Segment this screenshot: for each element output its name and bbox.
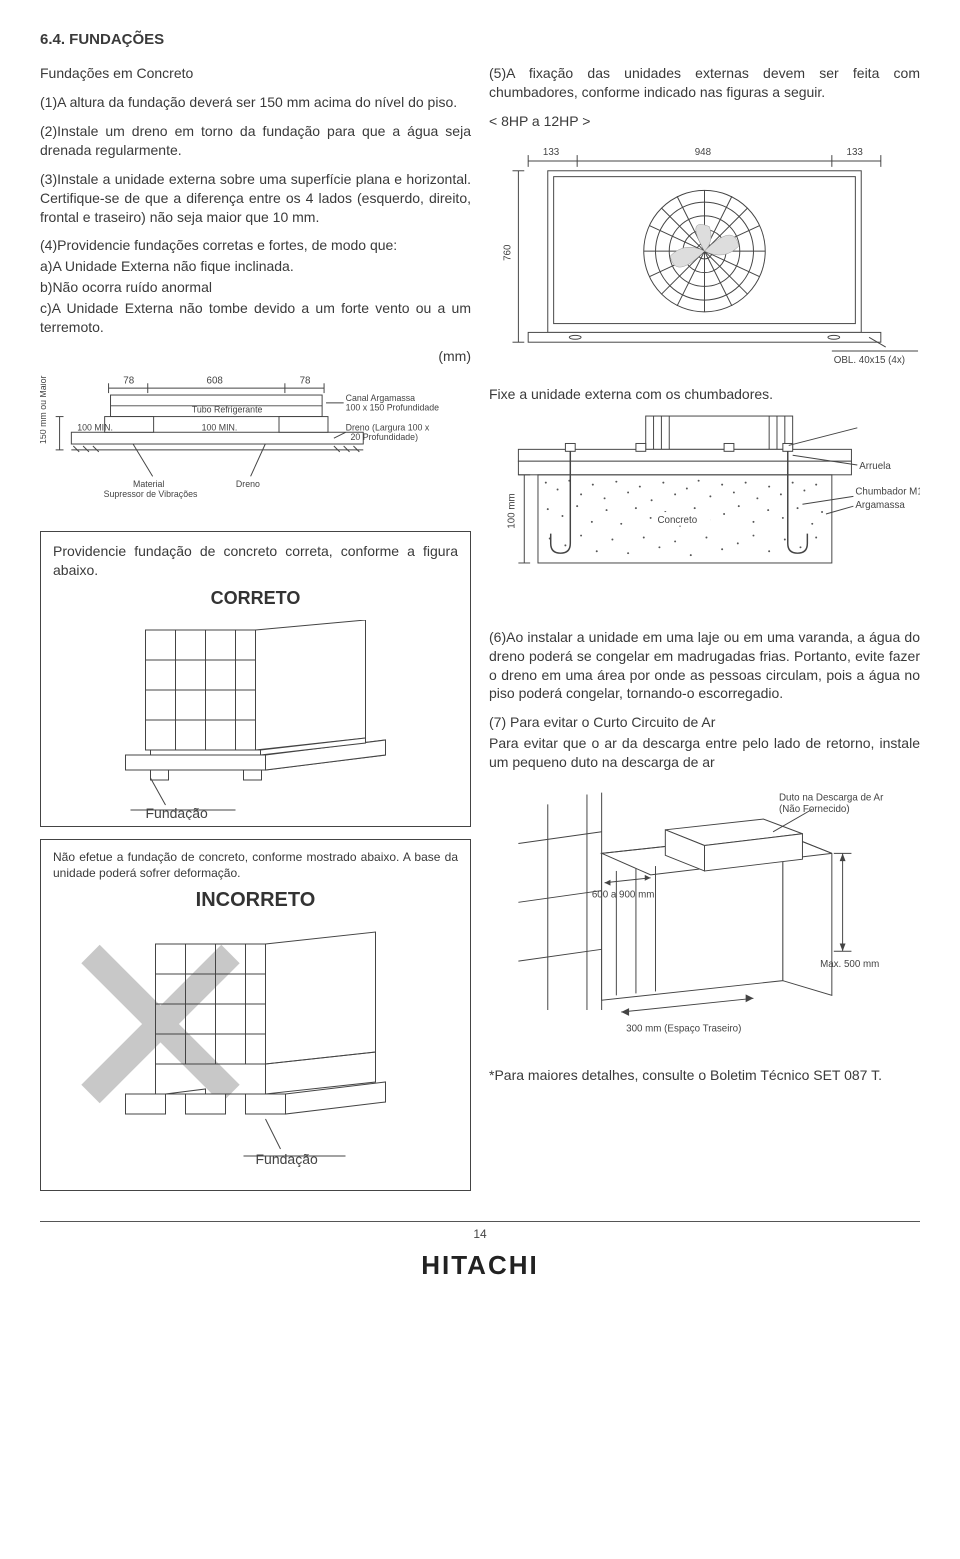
- page-footer: 14 HITACHI: [40, 1221, 920, 1283]
- correct-figure: Fundação: [53, 620, 458, 820]
- dim-760: 760: [503, 244, 514, 261]
- label-fundacao-2: Fundação: [256, 1151, 318, 1167]
- dim-max500: Max. 500 mm: [820, 959, 879, 970]
- incorrect-figure: Fundação: [53, 924, 458, 1184]
- dim-133a: 133: [543, 147, 560, 158]
- para-4b: a)A Unidade Externa não fique inclinada.: [40, 257, 471, 276]
- correct-foundation-box: Providencie fundação de concreto correta…: [40, 531, 471, 827]
- dim-948: 948: [695, 147, 712, 158]
- label-fundacao-1: Fundação: [146, 805, 208, 820]
- dim-78a: 78: [123, 375, 134, 386]
- right-column: (5)A fixação das unidades externas devem…: [489, 64, 920, 1203]
- label-tubo: Tubo Refrigerante: [192, 404, 263, 414]
- two-column-layout: Fundações em Concreto (1)A altura da fun…: [40, 64, 920, 1203]
- foundation-cross-section-figure: 78 608 78 Tubo Refrigerante: [40, 372, 471, 517]
- label-150mm: 150 mm ou Maior: [40, 375, 48, 444]
- para-4a: (4)Providencie fundações corretas e fort…: [40, 236, 471, 255]
- dim-100mm: 100 mm: [506, 493, 517, 528]
- label-porca: Porca: [861, 414, 887, 417]
- correct-intro: Providencie fundação de concreto correta…: [53, 542, 458, 580]
- mm-label: (mm): [40, 347, 471, 366]
- dim-608: 608: [207, 375, 224, 386]
- label-material: Material Supressor de Vibrações: [104, 479, 198, 499]
- label-concreto: Concreto: [657, 515, 697, 526]
- label-canal: Canal Argamassa 100 x 150 Profundidade: [346, 393, 440, 413]
- para-7a: (7) Para evitar o Curto Circuito de Ar: [489, 713, 920, 732]
- subheading: Fundações em Concreto: [40, 64, 471, 83]
- left-column: Fundações em Concreto (1)A altura da fun…: [40, 64, 471, 1203]
- label-obl: OBL. 40x15 (4x): [834, 355, 905, 366]
- outdoor-unit-figure: 133 948 133: [489, 141, 920, 371]
- label-argamassa: Argamassa: [855, 500, 905, 511]
- duct-figure: 600 a 900 mm Duto na Descarga de Ar (Não…: [489, 782, 920, 1052]
- correct-title: CORRETO: [53, 586, 458, 610]
- label-dreno-largura: Dreno (Largura 100 x 20 Profundidade): [346, 422, 432, 442]
- label-chumbador: Chumbador M12: [855, 486, 920, 497]
- label-100min-2: 100 MIN.: [202, 422, 238, 432]
- anchor-bolt-figure: Concreto 100 mm Porca Arruela Chumbador …: [489, 414, 920, 614]
- incorrect-foundation-box: Não efetue a fundação de concreto, confo…: [40, 839, 471, 1191]
- para-2: (2)Instale um dreno em torno da fundação…: [40, 122, 471, 160]
- brand-logo: HITACHI: [40, 1248, 920, 1283]
- dim-78b: 78: [300, 375, 311, 386]
- label-dreno: Dreno: [236, 479, 260, 489]
- range-label: < 8HP a 12HP >: [489, 112, 920, 131]
- para-3: (3)Instale a unidade externa sobre uma s…: [40, 170, 471, 227]
- dim-300mm: 300 mm (Espaço Traseiro): [626, 1024, 741, 1035]
- para-6: (6)Ao instalar a unidade em uma laje ou …: [489, 628, 920, 704]
- label-arruela: Arruela: [859, 461, 891, 472]
- page-number: 14: [40, 1221, 920, 1242]
- para-4c: b)Não ocorra ruído anormal: [40, 278, 471, 297]
- label-duto: Duto na Descarga de Ar (Não Fornecido): [779, 792, 886, 815]
- tech-note: *Para maiores detalhes, consulte o Bolet…: [489, 1066, 920, 1085]
- para-1: (1)A altura da fundação deverá ser 150 m…: [40, 93, 471, 112]
- label-100min-1: 100 MIN.: [77, 422, 113, 432]
- section-title: 6.4. FUNDAÇÕES: [40, 30, 920, 50]
- dim-133b: 133: [847, 147, 864, 158]
- incorrect-intro: Não efetue a fundação de concreto, confo…: [53, 850, 458, 881]
- para-7b: Para evitar que o ar da descarga entre p…: [489, 734, 920, 772]
- para-5: (5)A fixação das unidades externas devem…: [489, 64, 920, 102]
- incorrect-title: INCORRETO: [53, 887, 458, 914]
- fix-label: Fixe a unidade externa com os chumbadore…: [489, 385, 920, 404]
- dim-600-900: 600 a 900 mm: [592, 889, 655, 900]
- para-4d: c)A Unidade Externa não tombe devido a u…: [40, 299, 471, 337]
